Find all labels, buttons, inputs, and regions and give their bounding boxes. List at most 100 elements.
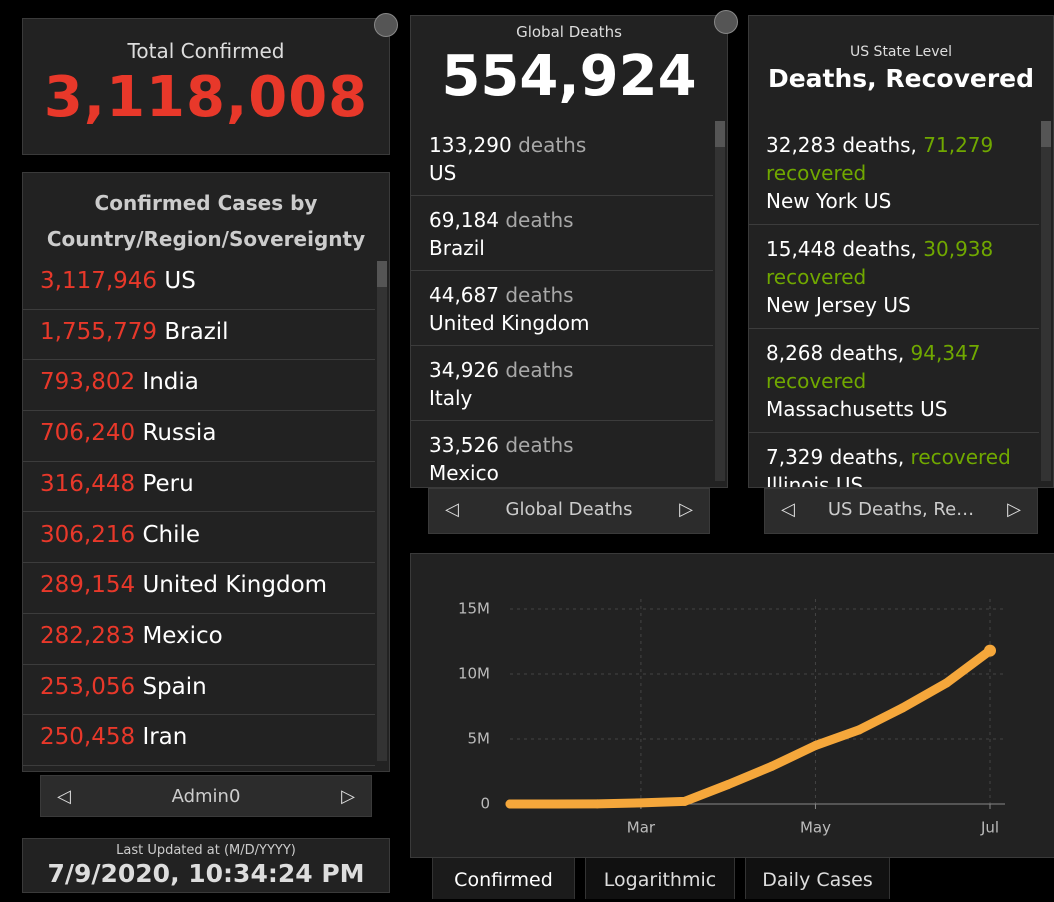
global-deaths-panel: Global Deaths 554,924 133,290 deaths US … [410,15,728,488]
country-panel: Confirmed Cases by Country/Region/Sovere… [22,172,390,772]
death-place: Italy [429,386,473,410]
expand-button[interactable] [374,13,398,37]
prev-arrow[interactable]: ◁ [57,786,71,807]
state-row[interactable]: 15,448 deaths, 30,938 recovered New Jers… [749,225,1039,329]
state-deaths-unit: deaths, [842,237,917,261]
state-deaths-unit: deaths, [829,341,905,365]
chart-tab[interactable]: Daily Cases [745,858,890,899]
scroll-thumb[interactable] [377,261,387,287]
scrollbar[interactable] [1041,121,1051,481]
country-tab[interactable]: Admin0 [171,786,241,807]
death-unit: deaths [505,283,574,307]
chart-panel [410,553,1054,858]
deaths-tab-bar: ◁ Global Deaths ▷ [428,488,710,534]
death-count: 133,290 [429,133,512,157]
country-row[interactable]: 3,117,946 US [23,259,375,310]
next-arrow[interactable]: ▷ [1007,499,1021,520]
country-count: 793,802 [40,369,136,396]
state-deaths: 32,283 [766,133,836,157]
country-row[interactable]: 316,448 Peru [23,462,375,513]
country-panel-title: Confirmed Cases by Country/Region/Sovere… [46,191,366,251]
death-count: 33,526 [429,433,499,457]
country-count: 3,117,946 [40,268,158,294]
death-unit: deaths [518,133,587,157]
state-tab[interactable]: US Deaths, Re… [827,499,975,520]
total-confirmed-label: Total Confirmed [127,39,285,63]
death-row[interactable]: 69,184 deaths Brazil [411,196,713,271]
death-place: US [429,161,457,185]
death-row[interactable]: 133,290 deaths US [411,121,713,196]
country-name: US [164,268,196,294]
next-arrow[interactable]: ▷ [341,786,355,807]
total-confirmed-value: 3,118,008 [43,65,369,130]
country-name: Iran [142,724,188,751]
prev-arrow[interactable]: ◁ [781,499,795,520]
state-deaths-unit: deaths, [842,133,917,157]
country-count: 1,755,779 [40,318,158,345]
country-name: Mexico [142,622,223,649]
country-count: 250,458 [40,724,136,751]
country-row[interactable]: 282,283 Mexico [23,614,375,665]
deaths-tab[interactable]: Global Deaths [505,499,633,520]
scroll-thumb[interactable] [715,121,725,147]
death-count: 44,687 [429,283,499,307]
us-state-title: Deaths, Recovered [767,64,1035,93]
expand-button[interactable] [714,10,738,34]
death-place: Mexico [429,461,499,485]
state-place: New York US [766,189,892,213]
state-recovered-unit: recovered [766,265,867,289]
country-row[interactable]: 306,216 Chile [23,513,375,564]
state-place: New Jersey US [766,293,911,317]
death-place: United Kingdom [429,311,590,335]
death-row[interactable]: 44,687 deaths United Kingdom [411,271,713,346]
country-row[interactable]: 706,240 Russia [23,411,375,462]
last-updated-value: 7/9/2020, 10:34:24 PM [47,859,365,888]
state-row[interactable]: 7,329 deaths, recovered Illinois US [749,433,1039,487]
country-row[interactable]: 289,154 United Kingdom [23,563,375,614]
state-row[interactable]: 8,268 deaths, 94,347 recovered Massachus… [749,329,1039,433]
death-unit: deaths [505,208,574,232]
chart-tab[interactable]: Confirmed [432,858,575,899]
state-tab-bar: ◁ US Deaths, Re… ▷ [764,488,1038,534]
next-arrow[interactable]: ▷ [679,499,693,520]
us-state-panel: US State Level Deaths, Recovered 32,283 … [748,15,1054,488]
state-recovered-unit: recovered [910,445,1011,469]
global-deaths-value: 554,924 [441,44,697,109]
country-count: 316,448 [40,470,136,497]
scroll-thumb[interactable] [1041,121,1051,147]
death-count: 69,184 [429,208,499,232]
state-place: Massachusetts US [766,397,948,421]
country-name: Spain [142,673,207,700]
state-recovered-unit: recovered [766,161,867,185]
death-row[interactable]: 34,926 deaths Italy [411,346,713,421]
prev-arrow[interactable]: ◁ [445,499,459,520]
state-recovered-unit: recovered [766,369,867,393]
country-count: 289,154 [40,572,136,599]
country-name: India [142,369,199,396]
chart-tab[interactable]: Logarithmic [585,858,735,899]
scrollbar[interactable] [377,261,387,761]
scrollbar[interactable] [715,121,725,481]
state-deaths: 8,268 [766,341,824,365]
state-deaths-unit: deaths, [829,445,905,469]
state-deaths: 15,448 [766,237,836,261]
global-deaths-label: Global Deaths [516,23,622,41]
country-name: Russia [142,420,217,447]
state-recovered: 94,347 [910,341,981,365]
state-row[interactable]: 32,283 deaths, 71,279 recovered New York… [749,121,1039,225]
us-state-subtitle: US State Level [849,44,953,60]
country-count: 253,056 [40,673,136,700]
country-row[interactable]: 1,755,779 Brazil [23,310,375,361]
death-row[interactable]: 33,526 deaths Mexico [411,421,713,487]
country-tab-bar: ◁ Admin0 ▷ [40,775,372,817]
country-row[interactable]: 793,802 India [23,360,375,412]
country-row[interactable]: 253,056 Spain [23,665,375,716]
death-unit: deaths [505,433,574,457]
country-name: Chile [142,521,201,548]
country-count: 706,240 [40,420,136,447]
death-unit: deaths [505,358,574,382]
country-count: 282,283 [40,622,136,649]
total-confirmed-panel: Total Confirmed 3,118,008 [22,18,390,155]
country-row[interactable]: 250,458 Iran [23,715,375,766]
